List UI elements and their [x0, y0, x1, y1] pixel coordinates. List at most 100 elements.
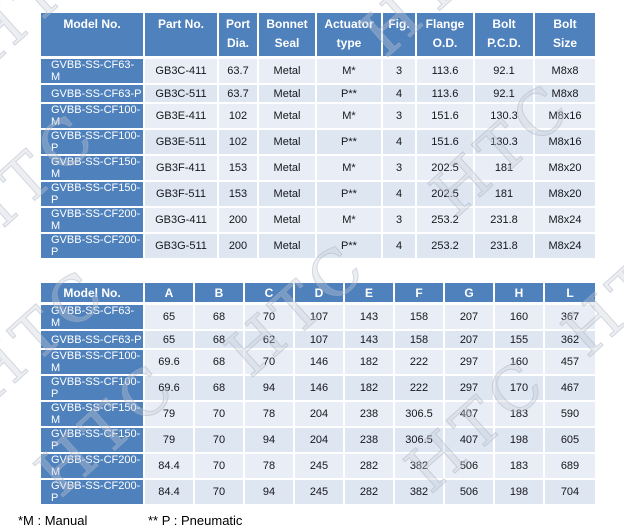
column-header: Port Dia. — [217, 11, 259, 59]
value-cell: 605 — [543, 426, 597, 454]
value-cell: 151.6 — [415, 128, 475, 156]
table-row: GVBB-SS-CF150-P 79 70 94 204 238 306.5 407 198 60… — [39, 426, 597, 454]
value-cell: GB3G-511 — [143, 232, 219, 260]
table-row: GVBB-SS-CF100-M 69.6 68 70 146 182 222 297 160 45… — [39, 348, 597, 376]
value-cell: 69.6 — [143, 348, 195, 376]
value-cell: 253.2 — [415, 206, 475, 234]
dimension-table: Model No. A B C D E F G H L GVBB-SS-CF63-M 65 68 70 1… — [39, 281, 597, 506]
value-cell: 200 — [217, 232, 259, 260]
value-cell: 207 — [443, 329, 495, 350]
model-cell: GVBB-SS-CF150-P — [39, 180, 145, 208]
value-cell: 231.8 — [473, 206, 535, 234]
value-cell: 63.7 — [217, 83, 259, 104]
value-cell: 4 — [381, 232, 417, 260]
value-cell: M8x8 — [533, 56, 597, 85]
value-cell: M* — [315, 102, 383, 130]
value-cell: 382 — [393, 478, 445, 506]
value-cell: 70 — [193, 478, 245, 506]
model-cell: GVBB-SS-CF200-P — [39, 478, 145, 506]
model-cell: GVBB-SS-CF100-M — [39, 102, 145, 130]
table-row: GVBB-SS-CF150-M GB3F-411 153 Metal M* 3 202.5 1… — [39, 154, 597, 182]
footnote-manual: *M : Manual — [18, 513, 88, 528]
model-cell: GVBB-SS-CF100-P — [39, 374, 145, 402]
value-cell: Metal — [257, 128, 317, 156]
value-cell: 467 — [543, 374, 597, 402]
value-cell: 382 — [393, 452, 445, 480]
value-cell: M8x24 — [533, 232, 597, 260]
footnotes: *M : Manual ** P : Pneumatic — [18, 513, 597, 528]
value-cell: M8x16 — [533, 128, 597, 156]
value-cell: 245 — [293, 478, 345, 506]
column-header: Fig. — [381, 11, 417, 59]
value-cell: 68 — [193, 329, 245, 350]
value-cell: 70 — [193, 452, 245, 480]
value-cell: 113.6 — [415, 56, 475, 85]
value-cell: 181 — [473, 180, 535, 208]
value-cell: 4 — [381, 83, 417, 104]
value-cell: 155 — [493, 329, 545, 350]
column-header: Bolt P.C.D. — [473, 11, 535, 59]
value-cell: M8x20 — [533, 180, 597, 208]
spec-table-header-row: Model No. Part No. Port Dia. Bonnet Seal Act… — [39, 11, 597, 59]
value-cell: 704 — [543, 478, 597, 506]
table-row: GVBB-SS-CF63-M GB3C-411 63.7 Metal M* 3 113.6 9… — [39, 56, 597, 85]
column-header: F — [393, 281, 445, 305]
value-cell: 78 — [243, 452, 295, 480]
table-row: GVBB-SS-CF63-P GB3C-511 63.7 Metal P** 4 113.6… — [39, 83, 597, 104]
value-cell: 92.1 — [473, 83, 535, 104]
value-cell: 506 — [443, 452, 495, 480]
value-cell: Metal — [257, 154, 317, 182]
value-cell: 207 — [443, 302, 495, 331]
value-cell: M8x20 — [533, 154, 597, 182]
column-header: Model No. — [39, 281, 145, 305]
table-row: GVBB-SS-CF150-M 79 70 78 204 238 306.5 407 183 59… — [39, 400, 597, 428]
model-cell: GVBB-SS-CF100-M — [39, 348, 145, 376]
value-cell: 3 — [381, 206, 417, 234]
value-cell: 198 — [493, 478, 545, 506]
value-cell: Metal — [257, 102, 317, 130]
value-cell: 92.1 — [473, 56, 535, 85]
value-cell: 151.6 — [415, 102, 475, 130]
value-cell: 407 — [443, 400, 495, 428]
value-cell: M* — [315, 154, 383, 182]
value-cell: 146 — [293, 374, 345, 402]
value-cell: 70 — [193, 400, 245, 428]
value-cell: M8x24 — [533, 206, 597, 234]
model-cell: GVBB-SS-CF200-M — [39, 452, 145, 480]
value-cell: 84.4 — [143, 452, 195, 480]
value-cell: 590 — [543, 400, 597, 428]
value-cell: GB3E-511 — [143, 128, 219, 156]
column-header: E — [343, 281, 395, 305]
value-cell: 69.6 — [143, 374, 195, 402]
value-cell: GB3G-411 — [143, 206, 219, 234]
value-cell: 113.6 — [415, 83, 475, 104]
value-cell: GB3E-411 — [143, 102, 219, 130]
model-cell: GVBB-SS-CF63-M — [39, 302, 145, 331]
column-header: D — [293, 281, 345, 305]
value-cell: 130.3 — [473, 102, 535, 130]
value-cell: M8x16 — [533, 102, 597, 130]
value-cell: 253.2 — [415, 232, 475, 260]
value-cell: Metal — [257, 180, 317, 208]
table-row: GVBB-SS-CF200-M 84.4 70 78 245 282 382 506 183 68… — [39, 452, 597, 480]
value-cell: 200 — [217, 206, 259, 234]
table-row: GVBB-SS-CF63-M 65 68 70 107 143 158 207 160 367 — [39, 302, 597, 331]
value-cell: 297 — [443, 374, 495, 402]
value-cell: Metal — [257, 56, 317, 85]
model-cell: GVBB-SS-CF150-P — [39, 426, 145, 454]
value-cell: 3 — [381, 102, 417, 130]
column-header: G — [443, 281, 495, 305]
value-cell: 202.5 — [415, 180, 475, 208]
value-cell: 204 — [293, 426, 345, 454]
value-cell: 70 — [243, 348, 295, 376]
value-cell: 170 — [493, 374, 545, 402]
value-cell: 183 — [493, 400, 545, 428]
value-cell: 407 — [443, 426, 495, 454]
value-cell: M* — [315, 206, 383, 234]
value-cell: 198 — [493, 426, 545, 454]
model-cell: GVBB-SS-CF100-P — [39, 128, 145, 156]
value-cell: 79 — [143, 400, 195, 428]
value-cell: 182 — [343, 374, 395, 402]
column-header: Model No. — [39, 11, 145, 59]
value-cell: GB3F-411 — [143, 154, 219, 182]
